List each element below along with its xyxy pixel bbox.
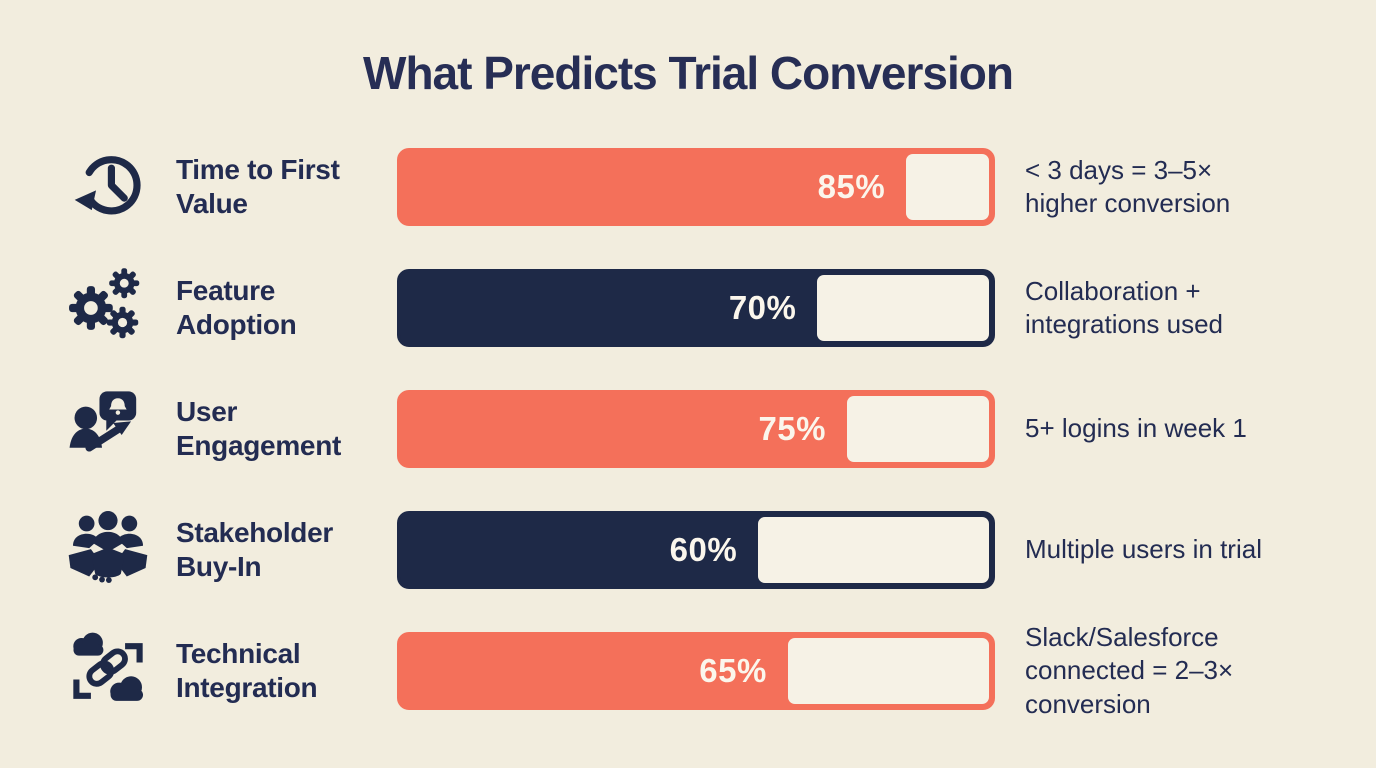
bar-track: 70% bbox=[397, 269, 995, 347]
row-stakeholder-buy-in: Stakeholder Buy-In 60% Multiple users in… bbox=[64, 511, 1348, 589]
factor-bar: 85% bbox=[397, 148, 995, 226]
factor-bar: 65% bbox=[397, 632, 995, 710]
cloud-link-icon bbox=[64, 629, 152, 713]
bar-fill: 85% bbox=[400, 151, 903, 223]
bar-remainder bbox=[847, 396, 989, 462]
factor-note: < 3 days = 3–5× higher conversion bbox=[1025, 154, 1231, 218]
bar-track: 85% bbox=[397, 148, 995, 226]
bar-fill: 75% bbox=[400, 393, 844, 465]
bar-value-label: 85% bbox=[817, 168, 886, 205]
factor-bar: 75% bbox=[397, 390, 995, 468]
factor-note: Slack/Salesforce connected = 2–3× conver… bbox=[1025, 622, 1234, 719]
bar-value-label: 65% bbox=[699, 652, 767, 689]
bar-track: 60% bbox=[397, 511, 995, 589]
factor-bar: 70% bbox=[397, 269, 995, 347]
row-technical-integration: Technical Integration 65% Slack/Salesfor… bbox=[64, 622, 1348, 719]
factor-rows: Time to First Value 85% < 3 days = 3–5× … bbox=[64, 148, 1348, 719]
bar-remainder bbox=[758, 517, 989, 583]
bar-fill: 60% bbox=[400, 514, 755, 586]
row-user-engagement: User Engagement 75% 5+ logins in week 1 bbox=[64, 390, 1348, 468]
user-engagement-icon bbox=[64, 387, 152, 471]
bar-fill: 70% bbox=[400, 272, 814, 344]
row-time-to-first-value: Time to First Value 85% < 3 days = 3–5× … bbox=[64, 148, 1348, 226]
page-title: What Predicts Trial Conversion bbox=[363, 47, 1014, 99]
factor-label: Feature Adoption bbox=[176, 275, 297, 340]
factor-note: Collaboration + integrations used bbox=[1025, 275, 1224, 339]
bar-value-label: 60% bbox=[669, 531, 738, 568]
bar-remainder bbox=[906, 154, 989, 220]
history-clock-icon bbox=[64, 145, 152, 229]
factor-note: Multiple users in trial bbox=[1025, 534, 1262, 565]
stakeholder-handshake-icon bbox=[64, 508, 152, 592]
bar-remainder bbox=[787, 638, 989, 704]
bar-value-label: 75% bbox=[758, 410, 826, 447]
factor-label: User Engagement bbox=[176, 396, 342, 461]
factor-label: Time to First Value bbox=[176, 154, 340, 219]
row-feature-adoption: Feature Adoption 70% Collaboration + int… bbox=[64, 266, 1348, 350]
factor-note: 5+ logins in week 1 bbox=[1025, 413, 1247, 444]
factor-label: Technical Integration bbox=[176, 638, 318, 703]
bar-remainder bbox=[817, 275, 989, 341]
bar-fill: 65% bbox=[400, 635, 785, 707]
bar-value-label: 70% bbox=[728, 289, 797, 326]
bar-track: 65% bbox=[397, 632, 995, 710]
factor-label: Stakeholder Buy-In bbox=[176, 517, 333, 582]
gears-icon bbox=[64, 266, 152, 350]
factor-bar: 60% bbox=[397, 511, 995, 589]
bar-track: 75% bbox=[397, 390, 995, 468]
